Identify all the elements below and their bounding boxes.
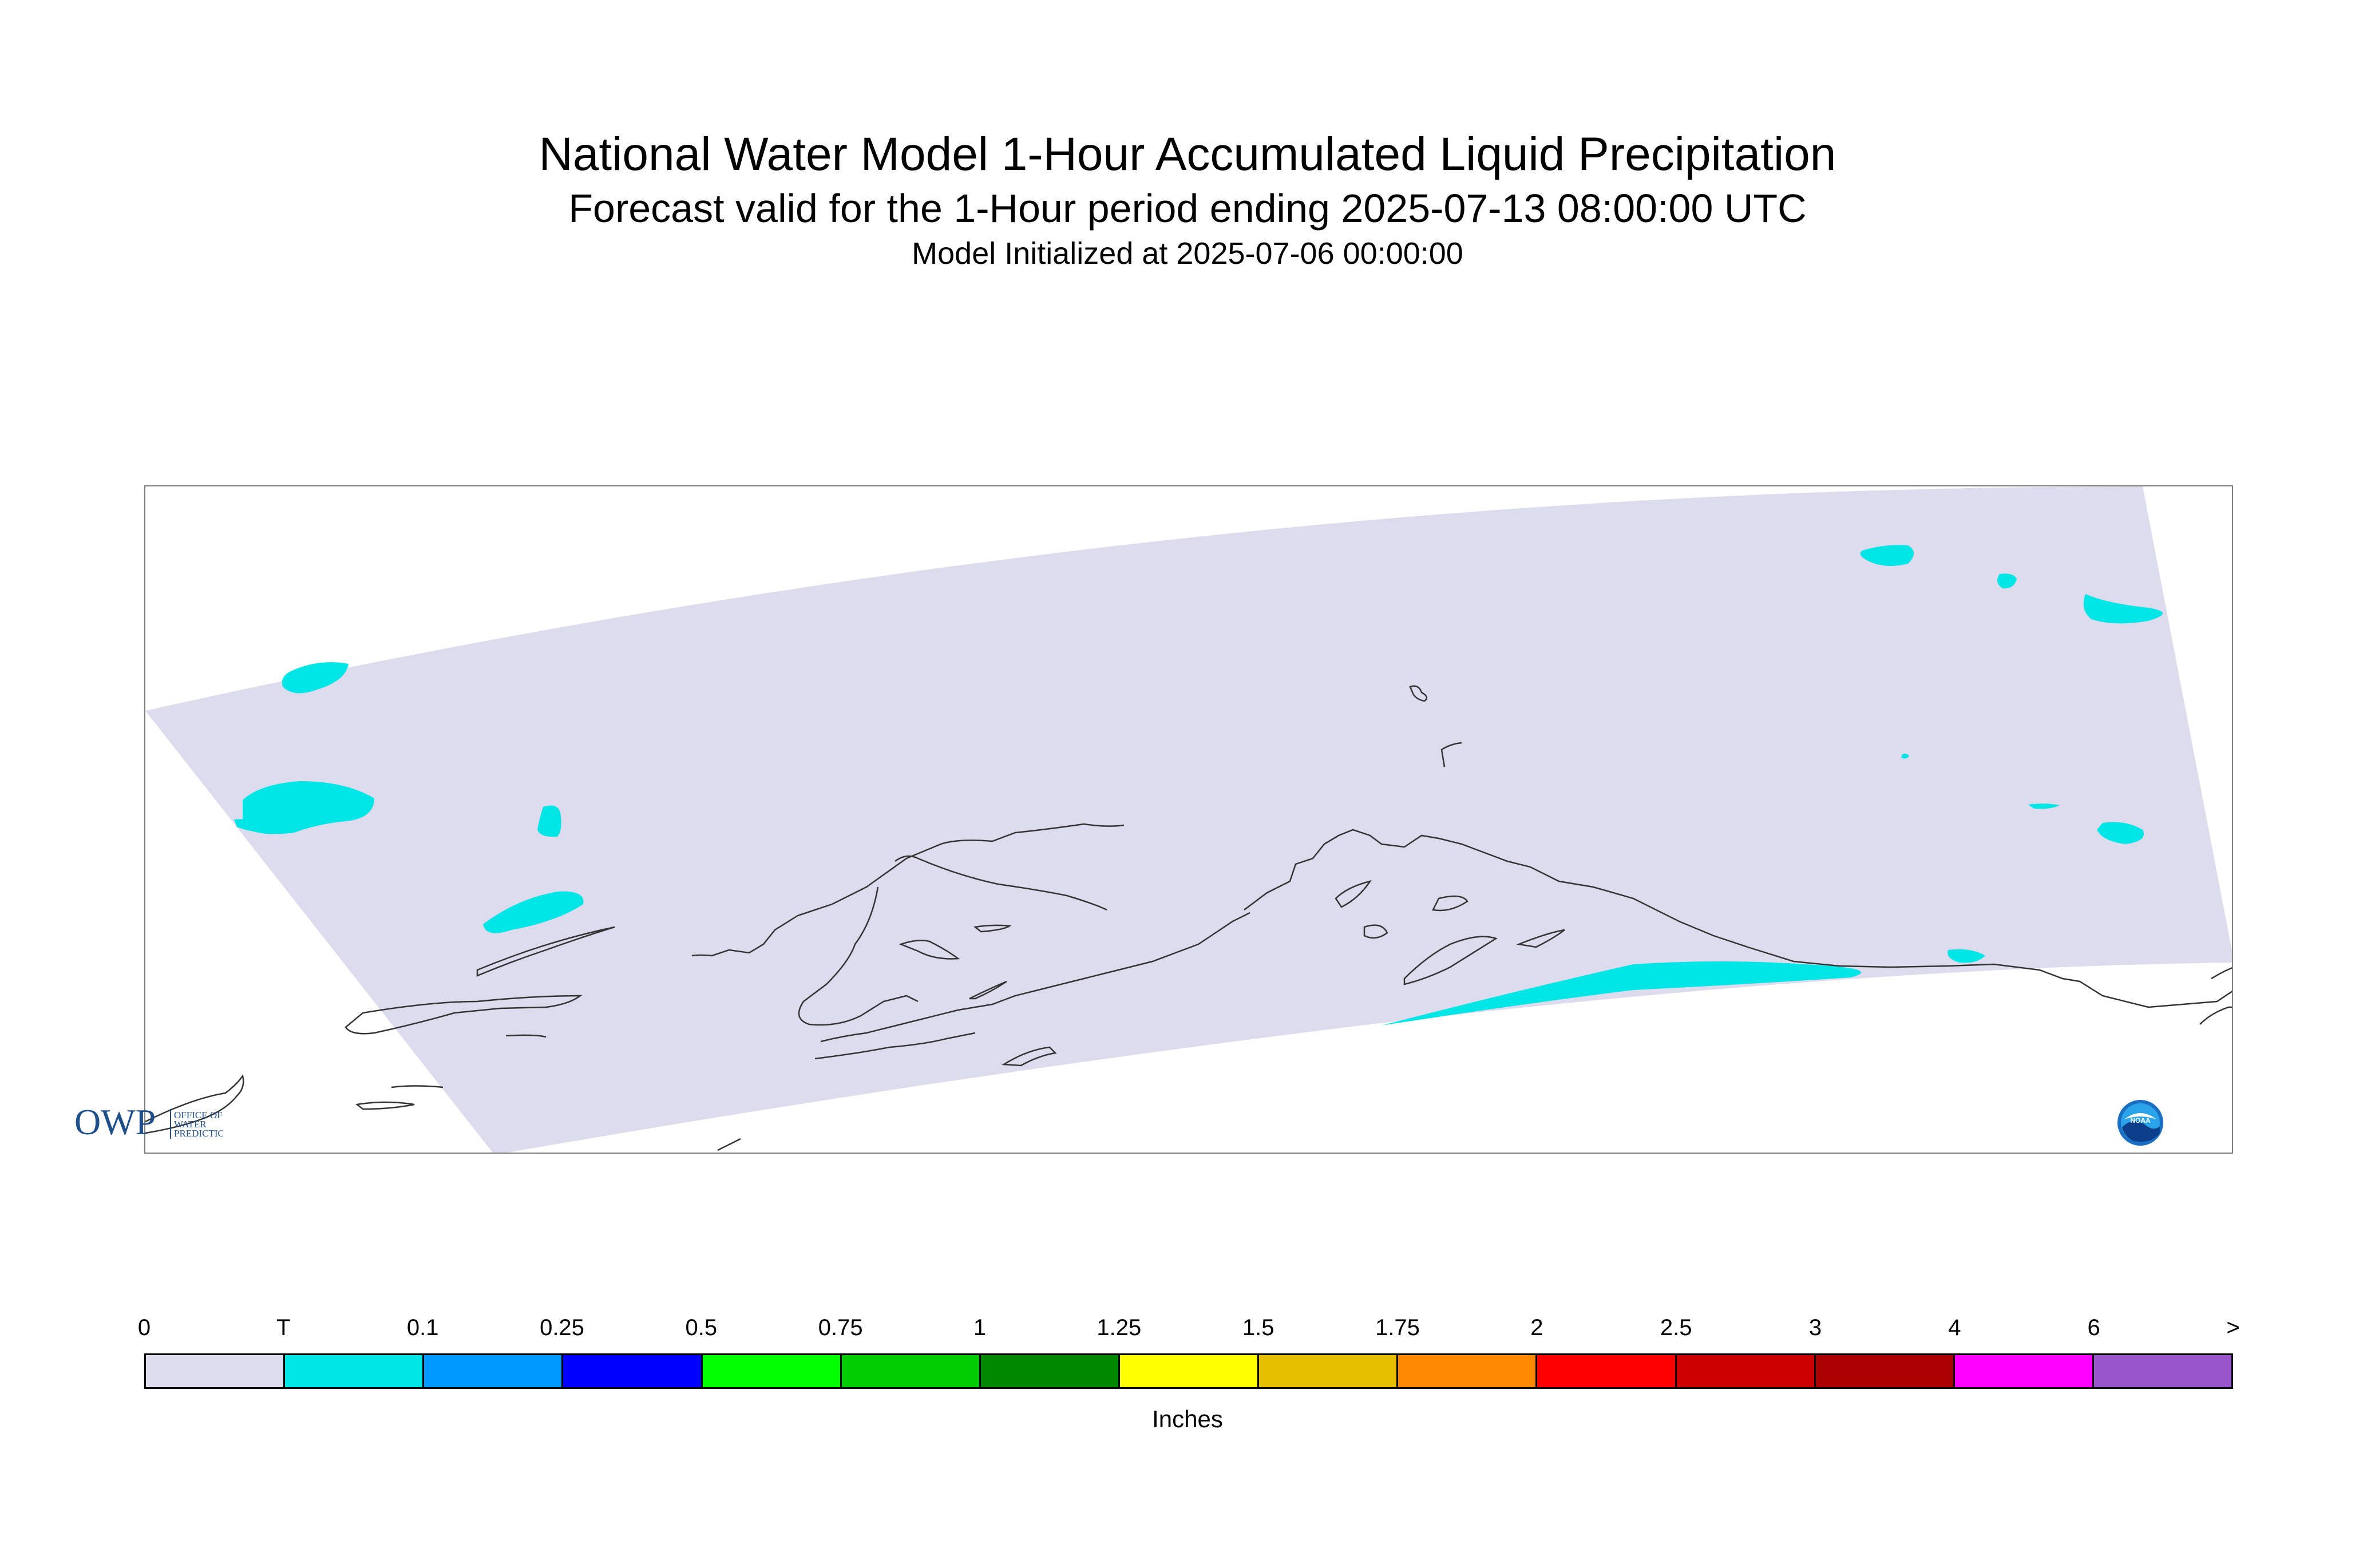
legend-color-swatch (1815, 1355, 1955, 1387)
coastline (798, 886, 919, 1026)
precip-area (282, 662, 349, 694)
coastline (969, 980, 1007, 1000)
coastline (505, 1034, 547, 1038)
precip-map (145, 486, 2232, 1153)
coastline (1409, 685, 1428, 702)
legend-units: Inches (1152, 1405, 1223, 1432)
precip-area (243, 781, 374, 834)
legend-color-swatch (2093, 1355, 2232, 1387)
owp-logo-sub1: OFFICE OF (174, 1110, 223, 1120)
precip-area (234, 819, 279, 833)
noaa-logo: NOAA (2116, 1099, 2164, 1147)
legend-tick-label: 2.5 (1660, 1315, 1692, 1340)
coastline (1244, 829, 2232, 1008)
model-domain (145, 486, 2232, 1153)
coastline (2199, 1006, 2232, 1025)
legend-tick-label: 4 (1948, 1315, 1961, 1340)
map-title: National Water Model 1-Hour Accumulated … (539, 128, 1836, 180)
legend-color-swatch (285, 1355, 425, 1387)
legend-color-swatch (702, 1355, 842, 1387)
precip-area (1997, 573, 2017, 589)
legend-tick-label: 1.75 (1375, 1315, 1420, 1340)
coastline (1440, 742, 1462, 767)
legend-tick-label: 0.5 (685, 1315, 718, 1340)
legend-color-swatch (980, 1355, 1120, 1387)
precip-area (2083, 594, 2163, 624)
legend-color-swatch (1954, 1355, 2094, 1387)
legend-color-swatch (563, 1355, 703, 1387)
legend-tick-label: 0.75 (818, 1315, 863, 1340)
coastline (717, 1138, 741, 1151)
precip-area (1901, 754, 1909, 759)
coastline (145, 1074, 244, 1134)
map-panel (144, 485, 2233, 1154)
legend-tick-label: > (2226, 1315, 2240, 1340)
coastline (1432, 895, 1468, 912)
coastline (1363, 924, 1388, 939)
precip-area (1860, 545, 1914, 566)
coastline (355, 1101, 415, 1110)
precip-area (1948, 949, 1985, 963)
legend-tick-label: 2 (1530, 1315, 1543, 1340)
legend-color-swatch (146, 1355, 286, 1387)
precip-area (2097, 822, 2144, 844)
coastline (898, 940, 960, 960)
legend-color-swatch (1259, 1355, 1399, 1387)
legend-colorbar (144, 1353, 2233, 1389)
coastline (476, 926, 615, 977)
coastline (1002, 1046, 1057, 1067)
coastline (2211, 967, 2232, 980)
legend-tick-label: 1.5 (1242, 1315, 1274, 1340)
coastlines (145, 685, 2232, 1151)
legend-tick-label: 0.1 (406, 1315, 439, 1340)
coastline (1403, 936, 1498, 985)
noaa-logo-text: NOAA (2130, 1116, 2151, 1124)
precip-area (1382, 961, 1861, 1025)
legend-color-swatch (841, 1355, 981, 1387)
coastline (691, 823, 1125, 957)
legend-tick-label: 0 (137, 1315, 151, 1340)
legend-color-swatch (424, 1355, 564, 1387)
precip-area (537, 805, 561, 837)
legend-tick-label: 0.25 (540, 1315, 584, 1340)
legend-tick-label: 1 (973, 1315, 987, 1340)
legend-tick-label: T (276, 1315, 291, 1340)
legend-tick-label: 3 (1808, 1315, 1822, 1340)
coastline (820, 912, 1250, 1043)
coastline (391, 1085, 444, 1088)
precip-areas (234, 545, 2163, 1025)
precip-area (2028, 803, 2060, 809)
legend-tick-label: 6 (2087, 1315, 2100, 1340)
coastline (345, 995, 583, 1035)
precip-area (483, 891, 584, 933)
coastline (814, 1032, 976, 1060)
owp-logo-text: OWP (74, 1102, 156, 1142)
coastline (1335, 880, 1372, 908)
coastline (894, 855, 1107, 911)
legend-color-swatch (1676, 1355, 1816, 1387)
model-init-text: Model Initialized at 2025-07-06 00:00:00 (912, 236, 1463, 271)
owp-logo-sub2: WATER (174, 1119, 207, 1130)
coastline (1516, 929, 1565, 948)
legend-tick-label: 1.25 (1097, 1315, 1142, 1340)
legend-color-swatch (1398, 1355, 1538, 1387)
legend-color-swatch (1119, 1355, 1260, 1387)
legend-color-swatch (1537, 1355, 1677, 1387)
coastline (973, 924, 1012, 933)
forecast-valid-subtitle: Forecast valid for the 1-Hour period end… (568, 186, 1807, 231)
